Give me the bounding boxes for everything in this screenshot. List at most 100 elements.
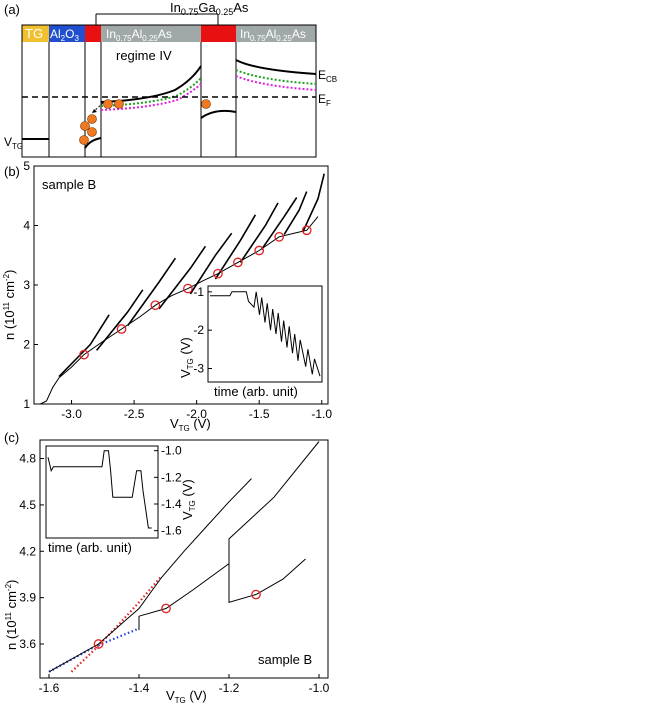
panel-c-x-tick-label: -1.0	[309, 681, 330, 695]
panel-c-circle-marker	[161, 603, 171, 614]
layer-tg	[22, 25, 49, 42]
panel-c-frame	[39, 439, 329, 679]
layer-barrier-1	[101, 25, 201, 42]
panel-b-series-line	[283, 191, 308, 235]
panel-c-y-tick-label: 4.2	[19, 544, 36, 558]
band-edge-well1	[84, 137, 102, 149]
panel-c-series	[48, 441, 320, 673]
layer-barrier-2-label: In0.75Al0.25As	[240, 27, 306, 43]
panel-b-y-tick-label: 2	[23, 338, 30, 352]
panel-b-circle-marker	[274, 231, 285, 242]
panel-b-circle-marker	[183, 283, 193, 294]
panel-b-series-line	[302, 173, 325, 232]
electron	[201, 99, 211, 109]
band-edge-barrier2	[235, 59, 317, 75]
panel-c-inset-y-tick-label: -1.4	[161, 497, 182, 511]
panel-b-circle-marker	[301, 225, 312, 236]
panel-c-inset-series	[47, 450, 152, 529]
panel-b-inset-ticks: -1 -2 -3	[193, 285, 212, 376]
subband-green	[100, 77, 202, 107]
tunneling-arrowhead	[92, 109, 97, 113]
panel-b: (b) sample B -3.0 -2.5 -2.0 -1.5 -1.0 1 2 3 4 5 n…	[2, 159, 332, 433]
band-edge-well2	[200, 109, 237, 119]
layer-barrier-2	[236, 25, 316, 42]
regime-label: regime IV	[116, 48, 172, 63]
panel-c-inset-y-tick-label: -1.0	[161, 444, 182, 458]
panel-c-inset-ylabel: VTG (V)	[180, 479, 197, 520]
panel-c-series-line	[228, 546, 306, 603]
panel-b-circle-marker	[79, 349, 89, 360]
band-edge-barrier1	[100, 65, 202, 103]
panel-c-markers	[93, 589, 261, 649]
panel-c-y-tick-label: 3.6	[19, 637, 36, 651]
panel-b-y-tick-label: 4	[23, 219, 30, 233]
panel-c-ticks: -1.6 -1.4 -1.2 -1.0 3.6 3.9 4.2 4.5 4.8	[19, 452, 329, 695]
panel-b-sample: sample B	[42, 177, 96, 192]
panel-c-ylabel: n (1011 cm-2)	[4, 580, 19, 650]
panel-b-circle-marker	[254, 245, 265, 256]
panel-b-ylabel: n (1011 cm-2)	[2, 270, 17, 340]
panel-b-series-line	[58, 314, 110, 378]
electron	[79, 135, 89, 145]
panel-b-x-tick-label: -1.0	[311, 407, 332, 421]
vtg-label: VTG	[4, 135, 23, 151]
panel-c-inset-ticks: -1.0 -1.2 -1.4 -1.6	[154, 444, 182, 538]
well-label: In0.75Ga0.25As	[170, 0, 249, 17]
layer-tg-label: TG	[25, 26, 43, 41]
panel-c-sample: sample B	[258, 652, 312, 667]
layer-well-2	[201, 25, 236, 42]
panel-b-series-line	[261, 197, 298, 250]
panel-b-x-tick-label: -1.5	[249, 407, 270, 421]
panel-b-series-line	[214, 214, 257, 280]
panel-b-y-tick-label: 5	[23, 159, 30, 173]
ecb-label: ECB	[318, 68, 337, 84]
panel-b-inset-xlabel: time (arb. unit)	[214, 384, 298, 399]
panel-c-x-tick-label: -1.4	[129, 681, 150, 695]
panel-b-inset-series	[210, 291, 321, 377]
panel-c-inset-xlabel: time (arb. unit)	[48, 540, 132, 555]
panel-b-circle-marker	[213, 268, 223, 279]
panel-b-label: (b)	[4, 164, 20, 179]
panel-b-series-line	[127, 257, 177, 326]
panel-b-series-line	[189, 232, 233, 295]
panel-c-y-tick-label: 4.8	[19, 452, 36, 466]
panel-b-inset-y-tick-label: -2	[193, 323, 204, 337]
panel-b-circle-marker	[150, 300, 161, 311]
panel-c-x-tick-label: -1.2	[219, 681, 240, 695]
electron	[80, 121, 90, 131]
panel-c-series-line	[138, 441, 320, 631]
panel-b-y-tick-label: 3	[23, 278, 30, 292]
subband-green-2	[235, 69, 317, 85]
panel-c-inset-y-tick-label: -1.6	[161, 524, 182, 538]
panel-b-series-line	[239, 202, 279, 263]
panel-c-circle-marker	[93, 639, 104, 649]
panel-c-inset-y-tick-label: -1.2	[161, 470, 182, 484]
panel-b-inset-y-tick-label: -3	[193, 362, 204, 376]
panel-c-inset-frame	[45, 445, 159, 539]
panel-b-series-line	[95, 289, 144, 351]
electron	[87, 114, 97, 124]
panel-b-y-tick-label: 1	[23, 397, 30, 411]
subband-magenta	[100, 83, 202, 111]
electron	[87, 127, 97, 137]
panel-b-inset-ylabel: VTG (V)	[178, 337, 195, 378]
panel-a-frame	[21, 24, 317, 158]
panel-b-x-tick-label: -2.0	[186, 407, 207, 421]
panel-b-x-tick-label: -3.0	[61, 407, 82, 421]
panel-c-series-line	[48, 478, 252, 673]
panel-b-inset-y-tick-label: -1	[193, 285, 204, 299]
electron	[103, 99, 113, 109]
panel-b-inset-frame	[207, 285, 323, 383]
panel-b-ticks: -3.0 -2.5 -2.0 -1.5 -1.0 1 2 3 4 5	[23, 159, 332, 421]
panel-a-label: (a)	[4, 2, 20, 17]
panel-c-y-tick-label: 4.5	[19, 498, 36, 512]
subband-magenta-2	[235, 75, 317, 91]
panel-b-xlabel: VTG (V)	[170, 416, 211, 433]
panel-c-xlabel: VTG (V)	[166, 688, 207, 705]
panel-b-inset-line	[210, 291, 321, 377]
panel-c-dotted-line	[48, 627, 140, 673]
panel-c-dotted	[48, 575, 163, 673]
panel-b-circle-marker	[233, 257, 243, 268]
panel-b-series-line	[158, 245, 207, 310]
